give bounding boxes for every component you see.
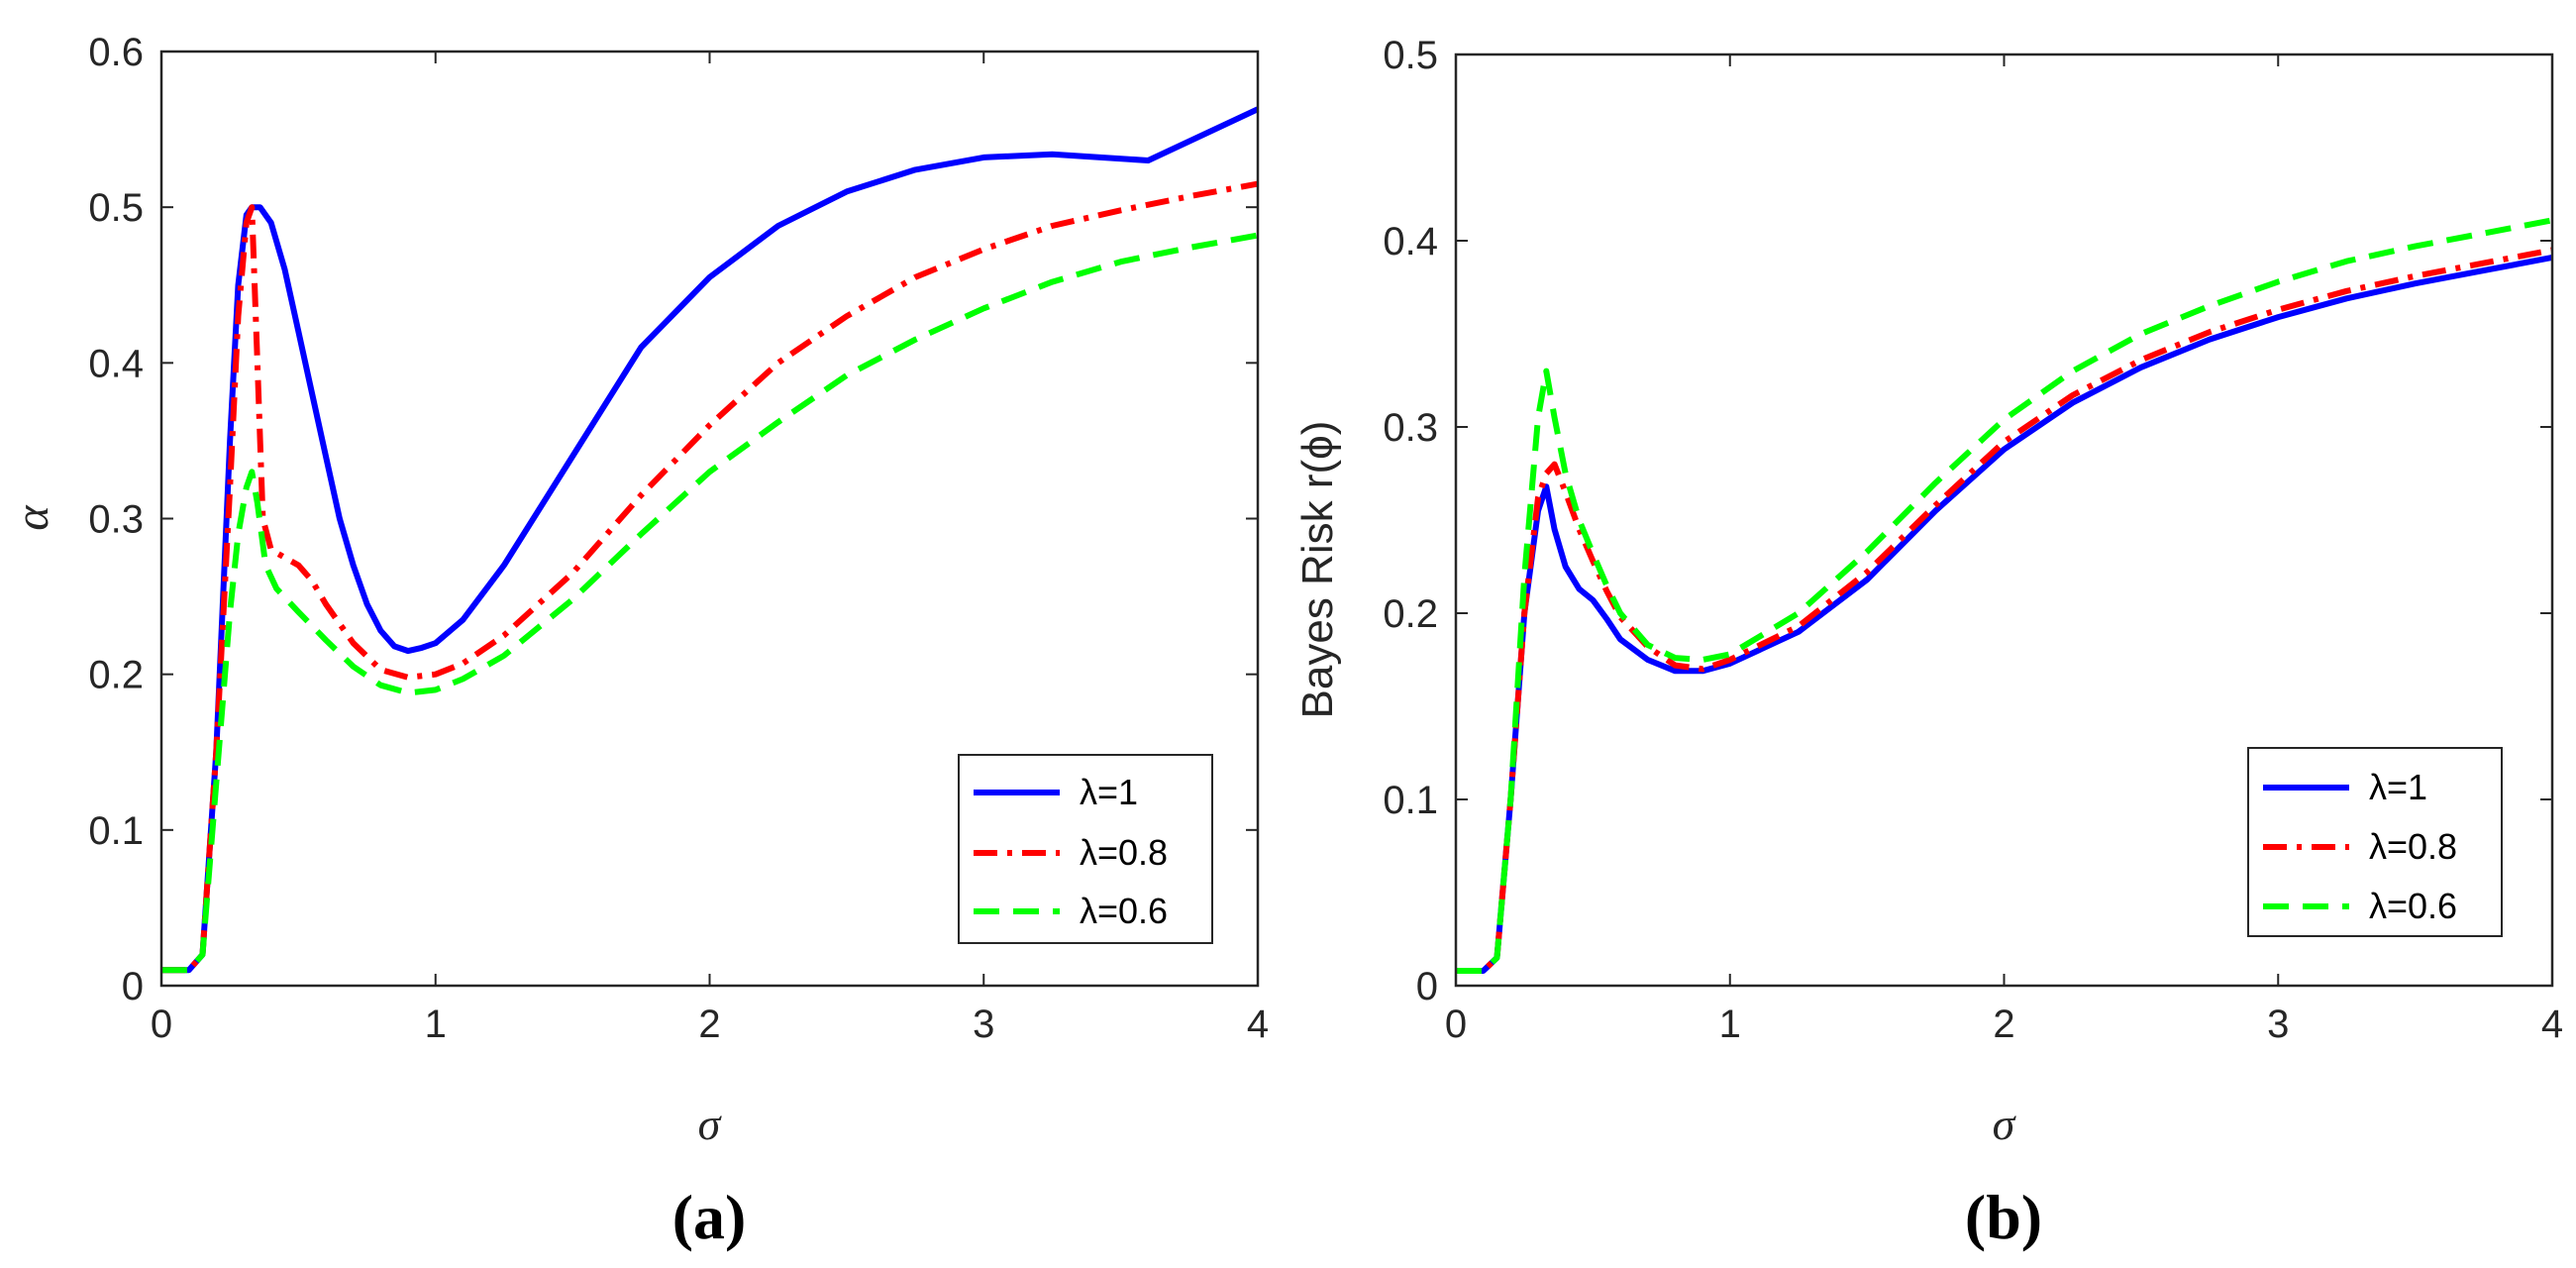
y-tick-label: 0.5 xyxy=(88,186,144,230)
x-tick-label: 3 xyxy=(2267,1003,2289,1046)
series-line-1 xyxy=(1456,247,2553,974)
y-tick-label: 0.3 xyxy=(1383,406,1438,450)
x-tick-label: 2 xyxy=(1993,1003,2014,1046)
panel-b-legend-entry-2: λ=0.6 xyxy=(2263,886,2457,926)
y-tick-label: 0 xyxy=(1416,965,1438,1008)
y-tick-label: 0.6 xyxy=(88,31,144,74)
panel-a-legend-label-1: λ=0.8 xyxy=(1080,832,1168,873)
y-tick-label: 0.5 xyxy=(1383,34,1438,77)
y-tick-label: 0.2 xyxy=(1383,592,1438,636)
x-tick-label: 1 xyxy=(425,1003,447,1046)
panel-b: 0 1 2 3 400.10.20.30.40.5 σ Bayes Risk r(ϕ) … xyxy=(1293,34,2563,1252)
series-line-2 xyxy=(1456,217,2553,974)
panel-b-label: (b) xyxy=(1965,1182,2042,1252)
panel-a-legend-entry-0: λ=1 xyxy=(974,772,1138,812)
panel-a-series-lines xyxy=(161,106,1260,974)
panel-a-legend-label-0: λ=1 xyxy=(1080,772,1138,812)
panel-a-legend-entry-1: λ=0.8 xyxy=(974,832,1168,873)
x-tick-label: 0 xyxy=(1445,1003,1467,1046)
series-line-1 xyxy=(161,180,1259,974)
y-tick-label: 0.3 xyxy=(88,498,144,542)
x-tick-label: 1 xyxy=(1719,1003,1741,1046)
panel-a-legend-label-2: λ=0.6 xyxy=(1080,891,1168,931)
x-tick-label: 4 xyxy=(2541,1003,2563,1046)
panel-b-legend-entry-1: λ=0.8 xyxy=(2263,826,2457,867)
panel-a-legend-box xyxy=(958,754,1213,944)
series-line-2 xyxy=(161,232,1259,974)
panel-a-label: (a) xyxy=(672,1182,747,1252)
panel-a-x-axis-label: σ xyxy=(698,1099,723,1149)
panel-a: 0 1 2 3 4 0 0.1 0.2 0.3 0.4 0.5 0.6 σ α (a) λ=1 λ=0… xyxy=(6,31,1269,1252)
y-tick-label: 0.4 xyxy=(88,342,144,385)
y-tick-label: 0.1 xyxy=(88,809,144,853)
x-tick-label: 0 xyxy=(151,1003,172,1046)
panel-a-y-axis-label: α xyxy=(6,505,58,531)
x-tick-label: 4 xyxy=(1247,1003,1269,1046)
panel-b-legend-label-0: λ=1 xyxy=(2369,767,2427,807)
y-tick-label: 0.4 xyxy=(1383,220,1438,264)
panel-b-y-axis-label: Bayes Risk r(ϕ) xyxy=(1293,421,1342,719)
panel-b-legend-box xyxy=(2247,747,2503,937)
panel-a-legend-entry-2: λ=0.6 xyxy=(974,891,1168,931)
panel-b-legend-label-1: λ=0.8 xyxy=(2369,826,2457,867)
x-tick-label: 3 xyxy=(973,1003,994,1046)
series-line-0 xyxy=(1456,254,2553,974)
panel-b-x-axis-label: σ xyxy=(1993,1099,2017,1149)
panel-b-legend-entry-0: λ=1 xyxy=(2263,767,2427,807)
y-tick-label: 0 xyxy=(122,965,144,1008)
y-tick-label: 0.2 xyxy=(88,654,144,697)
panel-b-ticks: 0 1 2 3 4 0 0.1 0.2 0.3 0.4 0.5 xyxy=(1383,34,2563,1046)
panel-b-series-lines xyxy=(1456,217,2553,974)
series-line-0 xyxy=(161,106,1260,974)
x-tick-label: 2 xyxy=(698,1003,720,1046)
panel-a-ticks: 0 1 2 3 4 0 0.1 0.2 0.3 0.4 0.5 0.6 xyxy=(88,31,1269,1046)
panel-b-legend-label-2: λ=0.6 xyxy=(2369,886,2457,926)
panel-a-legend: λ=1 λ=0.8 λ=0.6 xyxy=(958,754,1213,944)
y-tick-label: 0.1 xyxy=(1383,779,1438,822)
panel-b-legend: λ=1 λ=0.8 λ=0.6 xyxy=(2247,747,2503,937)
